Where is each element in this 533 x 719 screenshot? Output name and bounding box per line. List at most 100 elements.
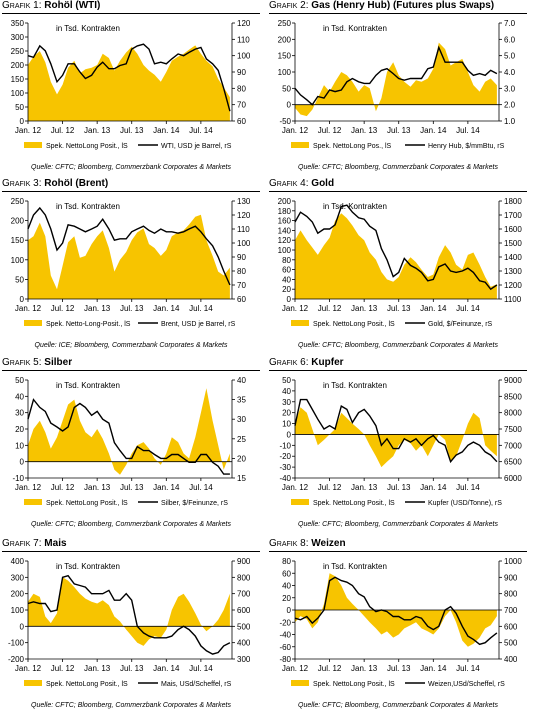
chart-panel: Grafik 3: Rohöl (Brent) 0 50 100 150 200 250 60… [0, 178, 266, 356]
right-tick-label: 70 [237, 281, 246, 290]
left-tick-label: 60 [282, 266, 291, 275]
right-tick-label: 25 [237, 435, 246, 444]
x-tick-label: Jan. 14 [153, 483, 180, 492]
chart-title-text: Weizen [311, 538, 346, 549]
right-tick-label: 15 [237, 474, 246, 483]
left-tick-label: 40 [15, 392, 24, 401]
left-tick-label: 300 [11, 573, 25, 582]
left-tick-label: 150 [11, 236, 25, 245]
left-tick-label: 200 [11, 217, 25, 226]
right-tick-label: 1400 [504, 253, 522, 262]
left-tick-label: 100 [11, 89, 25, 98]
legend-label-area: Spek. Netto-Long-Posit., lS [46, 321, 131, 328]
legend-label-line: Silber, $/Feinunze, rS [161, 500, 228, 507]
left-tick-label: -100 [8, 639, 25, 648]
left-tick-label: 200 [11, 61, 25, 70]
series-line-price [27, 206, 231, 286]
source-note: Quelle: CFTC; Bloomberg, Commerzbank Cor… [31, 521, 231, 528]
left-tick-label: -80 [279, 655, 291, 664]
left-tick-label: 20 [282, 409, 291, 418]
left-tick-label: 100 [278, 246, 292, 255]
title-divider [2, 13, 260, 14]
right-tick-label: 700 [237, 590, 251, 599]
right-tick-label: 120 [237, 19, 251, 28]
chart-title-text: Kupfer [311, 357, 344, 368]
chart-panel: Grafik 4: Gold 0 20 40 60 80 100 120 140 160 180 20… [267, 178, 533, 356]
left-tick-label: 30 [282, 398, 291, 407]
x-tick-label: Jul. 14 [189, 664, 213, 673]
left-tick-label: 80 [282, 557, 291, 566]
title-divider [269, 551, 527, 552]
legend-label-line: Brent, USD je Barrel, rS [161, 321, 236, 328]
chart-title: Grafik 6: Kupfer [269, 357, 344, 368]
x-tick-label: Jan. 14 [153, 664, 180, 673]
unit-annotation: in Tsd. Kontrakten [323, 202, 387, 211]
right-tick-label: 100 [237, 52, 251, 61]
chart-title-text: Gold [311, 178, 335, 189]
series-area-net-long [28, 577, 230, 646]
right-tick-label: 6500 [504, 458, 522, 467]
left-tick-label: 180 [278, 207, 292, 216]
left-tick-label: 0 [287, 295, 292, 304]
legend-swatch-area [291, 142, 309, 148]
left-tick-label: 50 [15, 376, 24, 385]
x-tick-label: Jul. 14 [189, 126, 213, 135]
unit-annotation: in Tsd. Kontrakten [323, 24, 387, 33]
right-tick-label: 800 [237, 573, 251, 582]
right-tick-label: 130 [237, 197, 251, 206]
series-area-net-long [295, 407, 497, 468]
x-tick-label: Jul. 14 [189, 304, 213, 313]
left-tick-label: 20 [282, 285, 291, 294]
legend-swatch-area [24, 680, 42, 686]
x-tick-label: Jan. 12 [15, 126, 42, 135]
chart-title: Grafik 5: Silber [2, 357, 72, 368]
legend-swatch-area [291, 320, 309, 326]
x-tick-label: Jul. 12 [51, 304, 75, 313]
x-tick-label: Jul. 14 [189, 483, 213, 492]
right-tick-label: 7.0 [504, 19, 516, 28]
left-tick-label: 350 [11, 19, 25, 28]
chart-svg: -80 -60 -40 -20 0 20 40 60 80 400 500 600 700 800 900 1… [279, 557, 522, 688]
series-area-net-long [295, 42, 497, 117]
x-tick-label: Jul. 12 [318, 126, 342, 135]
x-tick-label: Jul. 13 [387, 664, 411, 673]
x-tick-label: Jul. 12 [51, 483, 75, 492]
source-note: Quelle: CFTC; Bloomberg, Commerzbank Cor… [31, 702, 231, 709]
x-tick-label: Jul. 13 [387, 126, 411, 135]
left-tick-label: -50 [279, 117, 291, 126]
x-tick-label: Jan. 12 [15, 483, 42, 492]
source-note: Quelle: CFTC; Bloomberg, Commerzbank Cor… [298, 342, 498, 349]
right-tick-label: 500 [237, 622, 251, 631]
right-tick-label: 8500 [504, 392, 522, 401]
series-area-net-long [28, 388, 230, 475]
chart-panel: Grafik 1: Rohöl (WTI) 0 50 100 150 200 250 300 3… [0, 0, 266, 178]
x-tick-label: Jul. 12 [318, 304, 342, 313]
source-note: Quelle: ICE; Bloomberg, Commerzbank Corp… [34, 342, 228, 349]
x-tick-label: Jan. 13 [84, 664, 111, 673]
chart-number: Grafik 6: [269, 357, 309, 368]
legend-swatch-area [291, 680, 309, 686]
left-tick-label: 40 [282, 275, 291, 284]
chart-title: Grafik 8: Weizen [269, 538, 346, 549]
legend-label-line: Gold, $/Feinunze, rS [428, 321, 493, 328]
chart-panel: Grafik 2: Gas (Henry Hub) (Futures plus … [267, 0, 533, 178]
chart-number: Grafik 4: [269, 178, 309, 189]
x-tick-label: Jan. 12 [282, 126, 309, 135]
title-divider [269, 191, 527, 192]
legend-label-area: Spek. NettoLong Posit., lS [313, 321, 395, 328]
title-divider [2, 551, 260, 552]
legend-swatch-area [291, 499, 309, 505]
right-tick-label: 70 [237, 101, 246, 110]
x-tick-label: Jul. 12 [318, 483, 342, 492]
right-tick-label: 110 [237, 35, 250, 44]
series-line-price [294, 45, 498, 106]
left-tick-label: 300 [11, 33, 25, 42]
right-tick-label: 30 [237, 415, 246, 424]
right-tick-label: 80 [237, 267, 246, 276]
left-tick-label: 100 [278, 68, 292, 77]
right-tick-label: 500 [504, 639, 518, 648]
left-tick-label: 20 [282, 594, 291, 603]
chart-svg: -40 -30 -20 -10 010 20 30 40 50 6000 6500 7000 7500 8… [279, 376, 522, 507]
right-tick-label: 400 [504, 655, 518, 664]
